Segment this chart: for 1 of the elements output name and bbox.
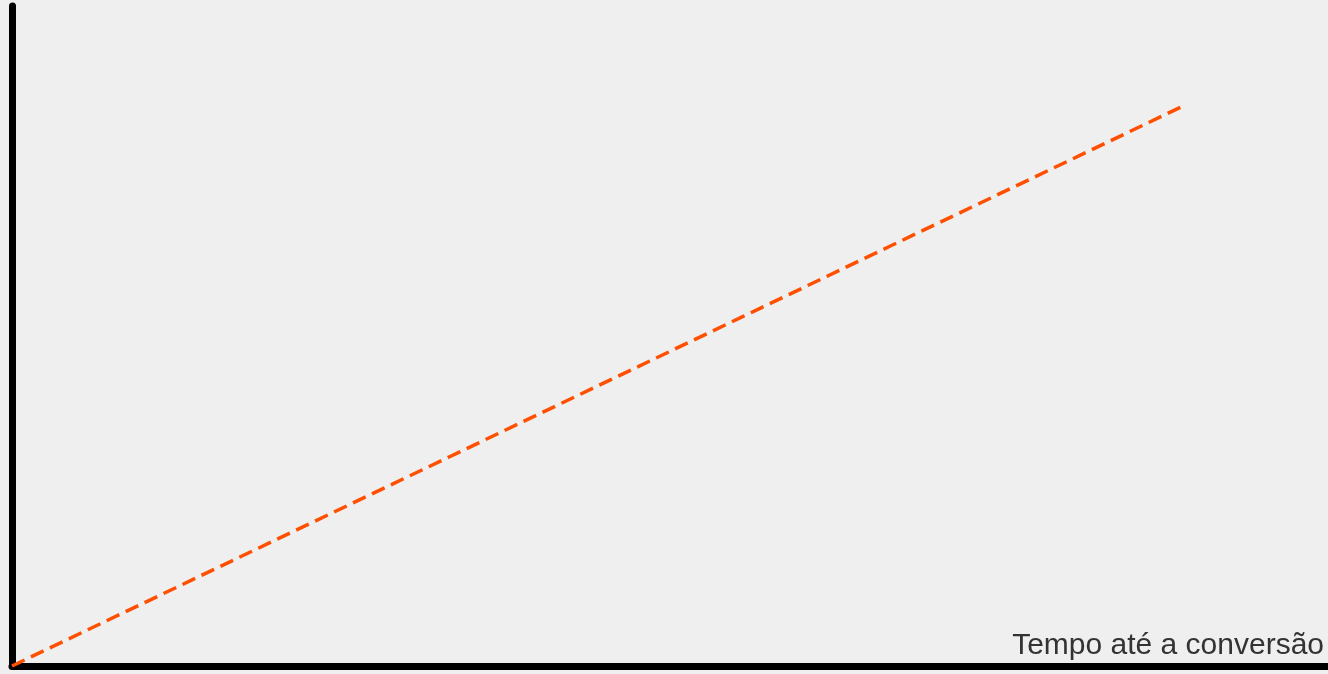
x-axis-title: Tempo até a conversão (1012, 626, 1325, 660)
